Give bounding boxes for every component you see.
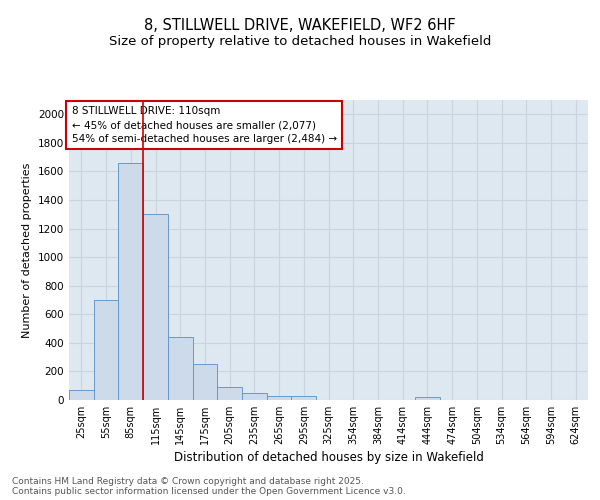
Bar [168, 337, 193, 400]
Bar [143, 214, 168, 400]
Bar [415, 397, 440, 400]
Bar [118, 163, 143, 400]
Bar [292, 396, 316, 400]
Bar [267, 396, 292, 400]
X-axis label: Distribution of detached houses by size in Wakefield: Distribution of detached houses by size … [173, 451, 484, 464]
Text: Size of property relative to detached houses in Wakefield: Size of property relative to detached ho… [109, 35, 491, 48]
Bar [242, 393, 267, 400]
Text: 8, STILLWELL DRIVE, WAKEFIELD, WF2 6HF: 8, STILLWELL DRIVE, WAKEFIELD, WF2 6HF [144, 18, 456, 32]
Bar [217, 387, 242, 400]
Text: 8 STILLWELL DRIVE: 110sqm
← 45% of detached houses are smaller (2,077)
54% of se: 8 STILLWELL DRIVE: 110sqm ← 45% of detac… [71, 106, 337, 144]
Bar [94, 300, 118, 400]
Bar [69, 390, 94, 400]
Text: Contains HM Land Registry data © Crown copyright and database right 2025.: Contains HM Land Registry data © Crown c… [12, 477, 364, 486]
Y-axis label: Number of detached properties: Number of detached properties [22, 162, 32, 338]
Bar [193, 364, 217, 400]
Text: Contains public sector information licensed under the Open Government Licence v3: Contains public sector information licen… [12, 487, 406, 496]
